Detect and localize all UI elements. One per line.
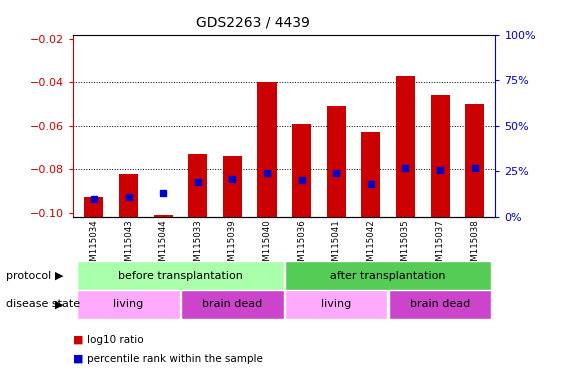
Text: disease state: disease state xyxy=(6,299,80,310)
Text: GSM115033: GSM115033 xyxy=(193,219,202,272)
Bar xyxy=(84,197,104,217)
Bar xyxy=(389,290,491,319)
Text: GSM115037: GSM115037 xyxy=(436,219,445,272)
Bar xyxy=(465,104,484,217)
Bar xyxy=(181,290,284,319)
Text: living: living xyxy=(321,299,351,310)
Bar xyxy=(396,76,415,217)
Bar xyxy=(327,106,346,217)
Text: ▶: ▶ xyxy=(55,299,64,310)
Bar xyxy=(119,174,138,217)
Bar xyxy=(188,154,207,217)
Text: ■: ■ xyxy=(73,354,84,364)
Text: brain dead: brain dead xyxy=(410,299,470,310)
Bar xyxy=(285,290,387,319)
Text: GSM115044: GSM115044 xyxy=(159,219,168,272)
Text: GSM115043: GSM115043 xyxy=(124,219,133,272)
Text: GDS2263 / 4439: GDS2263 / 4439 xyxy=(196,15,310,29)
Bar xyxy=(292,124,311,217)
Text: GSM115038: GSM115038 xyxy=(470,219,479,272)
Text: ■: ■ xyxy=(73,335,84,345)
Text: after transplantation: after transplantation xyxy=(330,270,446,281)
Bar xyxy=(77,261,284,290)
Bar xyxy=(257,82,276,217)
Bar xyxy=(223,156,242,217)
Text: percentile rank within the sample: percentile rank within the sample xyxy=(87,354,263,364)
Text: GSM115035: GSM115035 xyxy=(401,219,410,272)
Bar xyxy=(154,215,173,217)
Text: protocol: protocol xyxy=(6,270,51,281)
Bar xyxy=(285,261,491,290)
Text: GSM115036: GSM115036 xyxy=(297,219,306,272)
Text: living: living xyxy=(113,299,144,310)
Text: brain dead: brain dead xyxy=(202,299,262,310)
Text: GSM115034: GSM115034 xyxy=(90,219,99,272)
Text: ▶: ▶ xyxy=(55,270,64,281)
Text: GSM115039: GSM115039 xyxy=(228,219,237,272)
Bar xyxy=(431,95,450,217)
Text: log10 ratio: log10 ratio xyxy=(87,335,144,345)
Text: before transplantation: before transplantation xyxy=(118,270,243,281)
Text: GSM115042: GSM115042 xyxy=(367,219,376,272)
Bar xyxy=(361,132,381,217)
Bar xyxy=(77,290,180,319)
Text: GSM115040: GSM115040 xyxy=(262,219,271,272)
Text: GSM115041: GSM115041 xyxy=(332,219,341,272)
